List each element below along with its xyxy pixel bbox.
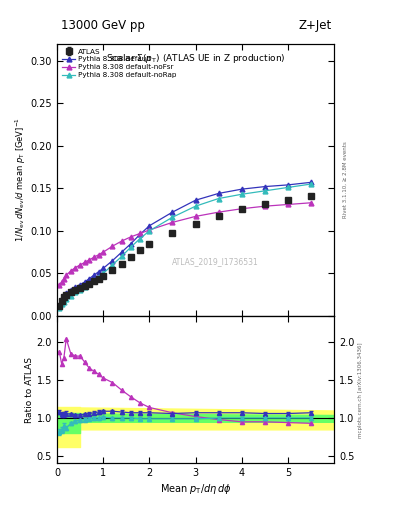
Pythia 8.308 default-noFsr bbox=[129, 234, 133, 240]
Pythia 8.308 default-noFsr bbox=[170, 219, 175, 225]
Pythia 8.308 default bbox=[216, 190, 221, 197]
Pythia 8.308 default-noFsr bbox=[216, 209, 221, 215]
Pythia 8.308 default-noRap bbox=[129, 244, 133, 250]
Pythia 8.308 default-noFsr bbox=[147, 227, 152, 233]
Pythia 8.308 default-noFsr bbox=[101, 249, 105, 255]
Y-axis label: mcplots.cern.ch [arXiv:1306.3436]: mcplots.cern.ch [arXiv:1306.3436] bbox=[358, 342, 364, 438]
Pythia 8.308 default-noRap bbox=[147, 228, 152, 234]
Pythia 8.308 default bbox=[138, 231, 142, 238]
Pythia 8.308 default-noFsr bbox=[239, 206, 244, 212]
Pythia 8.308 default bbox=[62, 293, 66, 300]
Pythia 8.308 default bbox=[285, 182, 290, 188]
Pythia 8.308 default bbox=[92, 272, 96, 278]
Pythia 8.308 default-noFsr bbox=[96, 252, 101, 258]
Pythia 8.308 default bbox=[87, 275, 92, 282]
Pythia 8.308 default-noRap bbox=[263, 188, 267, 194]
Pythia 8.308 default-noFsr bbox=[59, 279, 64, 285]
Pythia 8.308 default bbox=[110, 258, 115, 264]
Pythia 8.308 default bbox=[263, 183, 267, 189]
Pythia 8.308 default-noRap bbox=[83, 284, 87, 290]
Pythia 8.308 default-noFsr bbox=[309, 200, 313, 206]
Pythia 8.308 default-noFsr bbox=[64, 272, 69, 278]
Pythia 8.308 default-noRap bbox=[59, 301, 64, 307]
Pythia 8.308 default bbox=[193, 197, 198, 203]
Pythia 8.308 default-noRap bbox=[101, 270, 105, 276]
Pythia 8.308 default bbox=[119, 249, 124, 255]
Pythia 8.308 default-noRap bbox=[96, 274, 101, 280]
Text: 13000 GeV pp: 13000 GeV pp bbox=[61, 19, 145, 32]
Pythia 8.308 default-noFsr bbox=[83, 259, 87, 265]
Legend: ATLAS, Pythia 8.308 default, Pythia 8.308 default-noFsr, Pythia 8.308 default-no: ATLAS, Pythia 8.308 default, Pythia 8.30… bbox=[61, 47, 178, 80]
Text: ATLAS_2019_I1736531: ATLAS_2019_I1736531 bbox=[171, 257, 258, 266]
Pythia 8.308 default-noFsr bbox=[87, 257, 92, 263]
Pythia 8.308 default-noFsr bbox=[62, 275, 66, 282]
Pythia 8.308 default-noFsr bbox=[57, 282, 62, 288]
Pythia 8.308 default bbox=[129, 241, 133, 247]
Pythia 8.308 default bbox=[64, 290, 69, 296]
Pythia 8.308 default-noFsr bbox=[110, 243, 115, 249]
Pythia 8.308 default-noRap bbox=[73, 289, 78, 295]
X-axis label: Mean $p_\mathrm{T}/d\eta\,d\phi$: Mean $p_\mathrm{T}/d\eta\,d\phi$ bbox=[160, 482, 231, 497]
Text: Scalar $\Sigma(p_\mathrm{T})$ (ATLAS UE in Z production): Scalar $\Sigma(p_\mathrm{T})$ (ATLAS UE … bbox=[106, 52, 285, 65]
Pythia 8.308 default bbox=[309, 179, 313, 185]
Pythia 8.308 default-noRap bbox=[78, 287, 83, 293]
Pythia 8.308 default bbox=[73, 284, 78, 290]
Pythia 8.308 default-noFsr bbox=[73, 264, 78, 270]
Pythia 8.308 default bbox=[57, 302, 62, 308]
Pythia 8.308 default bbox=[96, 269, 101, 275]
Pythia 8.308 default-noRap bbox=[110, 262, 115, 268]
Pythia 8.308 default-noRap bbox=[285, 184, 290, 190]
Pythia 8.308 default-noFsr bbox=[138, 230, 142, 237]
Line: Pythia 8.308 default-noRap: Pythia 8.308 default-noRap bbox=[57, 182, 313, 310]
Pythia 8.308 default bbox=[170, 209, 175, 215]
Pythia 8.308 default bbox=[59, 297, 64, 303]
Pythia 8.308 default bbox=[239, 186, 244, 192]
Line: Pythia 8.308 default: Pythia 8.308 default bbox=[57, 180, 313, 307]
Pythia 8.308 default-noRap bbox=[62, 298, 66, 305]
Pythia 8.308 default-noRap bbox=[87, 281, 92, 287]
Pythia 8.308 default-noRap bbox=[193, 203, 198, 209]
Pythia 8.308 default-noRap bbox=[68, 292, 73, 298]
Pythia 8.308 default-noFsr bbox=[68, 268, 73, 274]
Text: Z+Jet: Z+Jet bbox=[299, 19, 332, 32]
Pythia 8.308 default-noRap bbox=[64, 296, 69, 302]
Pythia 8.308 default-noRap bbox=[216, 196, 221, 202]
Pythia 8.308 default-noRap bbox=[57, 305, 62, 311]
Pythia 8.308 default bbox=[83, 279, 87, 285]
Pythia 8.308 default-noFsr bbox=[78, 262, 83, 268]
Pythia 8.308 default bbox=[147, 223, 152, 229]
Pythia 8.308 default-noRap bbox=[170, 214, 175, 220]
Pythia 8.308 default-noRap bbox=[309, 181, 313, 187]
Pythia 8.308 default-noFsr bbox=[193, 214, 198, 220]
Pythia 8.308 default-noRap bbox=[138, 236, 142, 242]
Pythia 8.308 default bbox=[101, 265, 105, 271]
Pythia 8.308 default-noRap bbox=[239, 191, 244, 197]
Y-axis label: Rivet 3.1.10, ≥ 2.8M events: Rivet 3.1.10, ≥ 2.8M events bbox=[343, 141, 348, 218]
Line: Pythia 8.308 default-noFsr: Pythia 8.308 default-noFsr bbox=[57, 200, 313, 288]
Pythia 8.308 default-noFsr bbox=[119, 238, 124, 244]
Y-axis label: Ratio to ATLAS: Ratio to ATLAS bbox=[25, 357, 34, 423]
Pythia 8.308 default bbox=[68, 287, 73, 293]
Pythia 8.308 default bbox=[78, 282, 83, 288]
Pythia 8.308 default-noFsr bbox=[92, 254, 96, 261]
Pythia 8.308 default-noFsr bbox=[263, 203, 267, 209]
Pythia 8.308 default-noFsr bbox=[285, 201, 290, 207]
Pythia 8.308 default-noRap bbox=[119, 253, 124, 260]
Y-axis label: $1/N_\mathrm{ev}\,dN_\mathrm{ev}/d$ mean $p_\mathrm{T}$ [GeV]$^{-1}$: $1/N_\mathrm{ev}\,dN_\mathrm{ev}/d$ mean… bbox=[13, 117, 28, 242]
Pythia 8.308 default-noRap bbox=[92, 277, 96, 283]
